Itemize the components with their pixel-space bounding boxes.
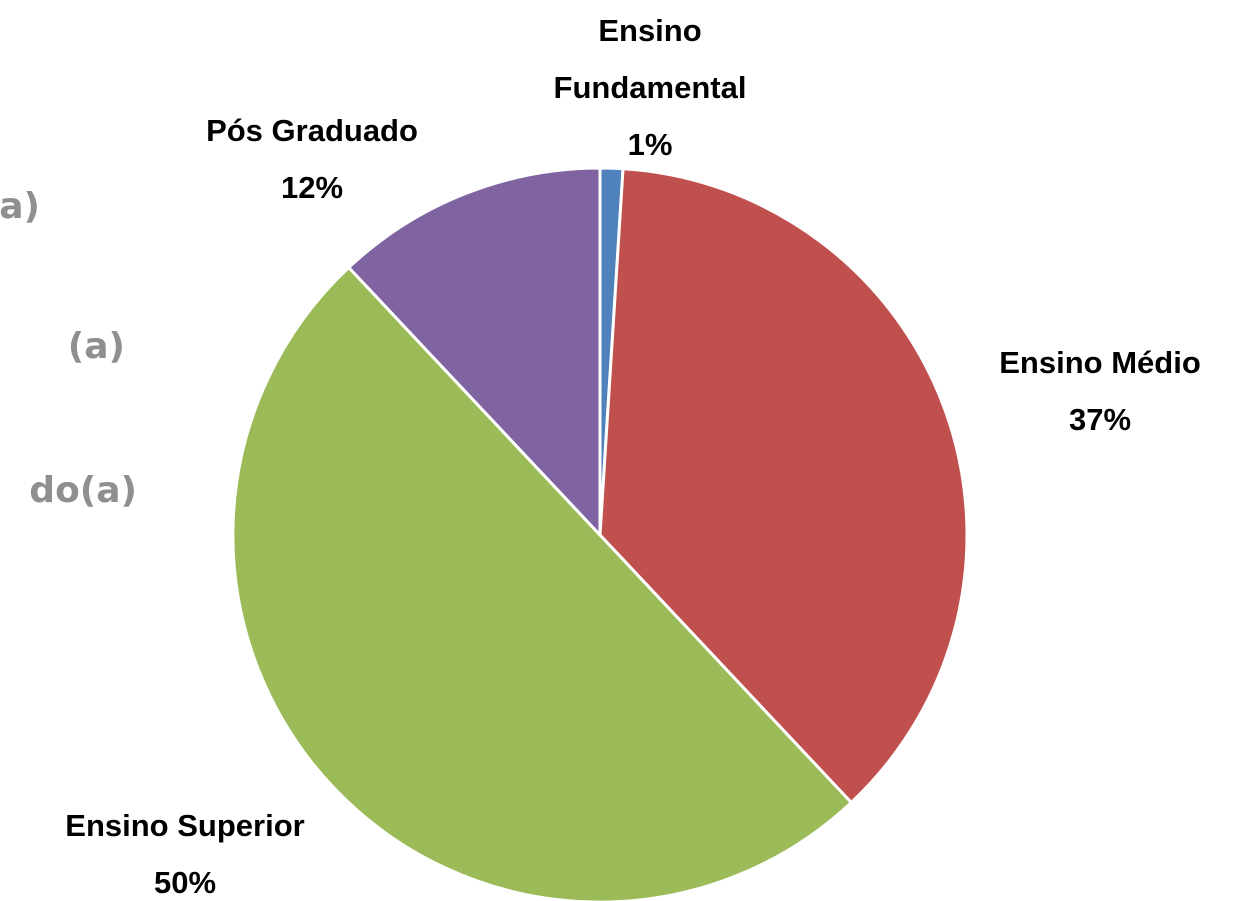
category-label: Ensino Fundamental [553,13,747,105]
data-label: Ensino Médio 37% [950,334,1250,448]
background-text: do(a) [29,470,137,511]
pie-slice [598,167,969,805]
pie-slice [346,166,602,539]
data-label: Ensino Superior 50% [25,797,345,901]
background-text: (a) [68,326,125,367]
category-label: Ensino Médio [999,345,1201,380]
pie-slice [231,265,854,901]
value-label: 37% [1068,402,1132,437]
value-label: 12% [280,170,344,205]
category-label: Ensino Superior [65,808,305,843]
data-label: Ensino Fundamental 1% [540,2,760,173]
value-label: 50% [153,865,217,900]
background-text: a) [0,186,40,227]
category-label: Pós Graduado [206,113,418,148]
data-label: Pós Graduado 12% [152,102,472,216]
value-label: 1% [627,127,673,162]
